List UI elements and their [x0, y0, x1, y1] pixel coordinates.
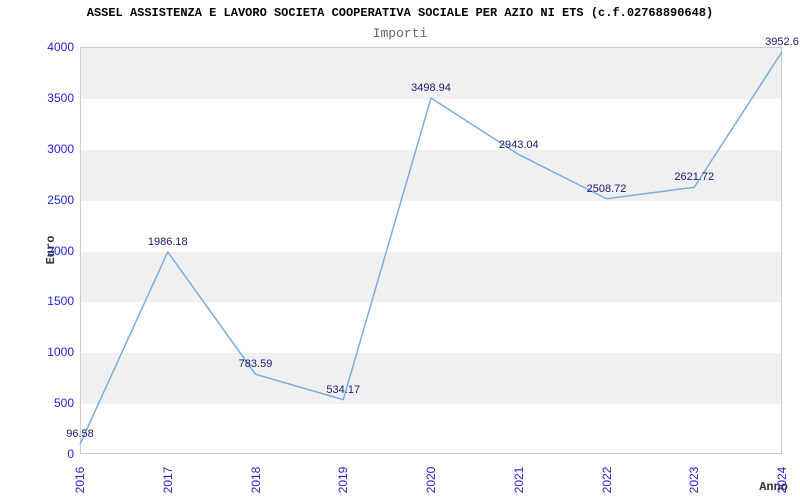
y-tick-label: 500 — [53, 396, 74, 411]
data-point-label: 3952.6 — [765, 35, 799, 48]
y-tick-label: 0 — [67, 447, 74, 461]
x-tick-label: 2016 — [73, 466, 87, 494]
x-tick-label: 2020 — [424, 466, 438, 494]
data-point-label: 2943.04 — [498, 138, 539, 151]
chart-subtitle: Importi — [372, 26, 428, 41]
x-tick-label: 2018 — [248, 466, 263, 494]
data-point-label: 2621.72 — [674, 171, 715, 184]
plot-band — [81, 48, 781, 99]
x-axis-title: Anno — [759, 480, 788, 494]
y-tick-label: 3500 — [47, 90, 74, 105]
y-tick-label: 2000 — [47, 243, 74, 258]
data-point-label: 96.58 — [66, 428, 94, 441]
x-tick-label: 2023 — [687, 466, 702, 494]
x-tick-label: 2024 — [775, 466, 789, 494]
y-tick-label: 1000 — [47, 345, 74, 360]
y-tick-label: 3000 — [47, 141, 74, 156]
y-tick-label: 1500 — [47, 294, 74, 309]
x-tick-label: 2021 — [511, 466, 526, 494]
data-point-label: 2508.72 — [586, 182, 627, 195]
data-point-label: 783.59 — [238, 358, 273, 371]
y-tick-label: 4000 — [47, 40, 74, 54]
series-line — [79, 51, 783, 445]
plot-band — [81, 353, 781, 405]
x-tick-label: 2017 — [160, 466, 175, 494]
data-point-label: 3498.94 — [411, 81, 451, 94]
y-tick-label: 2500 — [47, 192, 74, 207]
chart-title: ASSEL ASSISTENZA E LAVORO SOCIETA COOPER… — [86, 6, 714, 20]
plot-band — [81, 149, 781, 201]
data-point-label: 534.17 — [326, 383, 361, 396]
x-tick-label: 2019 — [336, 466, 351, 494]
data-point-label: 1986.18 — [147, 235, 188, 248]
plot-area — [80, 47, 782, 454]
x-tick-label: 2022 — [599, 466, 614, 494]
